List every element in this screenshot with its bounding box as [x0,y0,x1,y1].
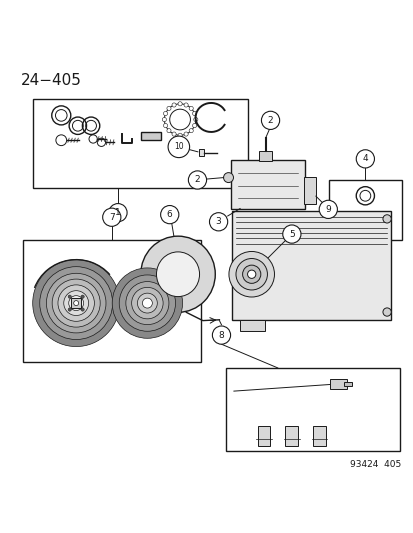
Text: 4: 4 [362,155,367,163]
Bar [285,426,297,446]
Circle shape [81,295,84,298]
Text: 3: 3 [215,217,221,227]
Circle shape [162,117,166,122]
Ellipse shape [140,236,215,312]
Circle shape [382,215,390,223]
Circle shape [318,200,337,219]
Circle shape [184,103,188,107]
Circle shape [184,132,188,136]
Circle shape [382,308,390,316]
Bar [257,426,269,446]
Circle shape [81,308,84,311]
Circle shape [102,208,121,227]
FancyBboxPatch shape [230,160,304,209]
Circle shape [193,117,197,122]
Text: 2: 2 [267,116,273,125]
Circle shape [46,273,106,333]
Circle shape [178,133,182,138]
Circle shape [163,111,167,116]
Circle shape [137,293,157,313]
Circle shape [242,265,260,284]
Bar [350,214,379,231]
Circle shape [109,204,127,222]
Bar [231,211,390,320]
Circle shape [235,259,267,290]
Circle shape [171,132,176,136]
Bar [240,320,264,330]
Circle shape [247,270,255,278]
Circle shape [69,296,83,311]
Circle shape [192,111,196,116]
Text: 9: 9 [325,205,330,214]
Circle shape [160,206,178,224]
Text: 93424  405: 93424 405 [349,459,401,469]
Text: 5: 5 [288,230,294,239]
Circle shape [223,173,233,183]
Circle shape [212,326,230,344]
Bar [23,240,200,362]
Circle shape [166,107,171,110]
Text: 7: 7 [109,213,114,222]
Circle shape [209,213,227,231]
Circle shape [355,150,374,168]
Circle shape [33,260,119,346]
Circle shape [40,266,112,340]
Circle shape [178,102,182,106]
Text: 6: 6 [166,210,172,219]
Circle shape [228,252,274,297]
Text: 1: 1 [115,208,121,217]
Bar [71,298,81,308]
Circle shape [119,275,175,331]
Ellipse shape [156,252,199,296]
Circle shape [171,103,176,107]
Circle shape [58,285,94,321]
Circle shape [168,136,189,158]
Text: 24−405: 24−405 [21,73,81,88]
Bar [313,426,325,446]
Bar [304,177,315,204]
Bar [344,382,351,386]
Text: 2: 2 [194,175,200,184]
Circle shape [74,301,78,305]
Circle shape [68,308,71,311]
Bar [259,151,271,161]
Bar [198,149,203,156]
Circle shape [163,124,167,127]
Bar [33,99,248,188]
Circle shape [112,268,182,338]
Circle shape [189,107,193,110]
Polygon shape [379,219,387,227]
Circle shape [64,290,88,316]
Circle shape [282,225,300,243]
Circle shape [166,128,171,133]
Text: 10: 10 [173,142,183,151]
Circle shape [131,287,163,319]
Circle shape [261,111,279,130]
Circle shape [188,171,206,189]
Circle shape [192,124,196,127]
Circle shape [68,295,71,298]
Circle shape [142,298,152,308]
Bar [329,379,347,390]
Circle shape [189,128,193,133]
Circle shape [52,279,100,327]
Bar [225,368,399,451]
Circle shape [126,281,169,325]
Bar [328,180,401,240]
Text: 8: 8 [218,330,224,340]
Bar [140,132,161,140]
